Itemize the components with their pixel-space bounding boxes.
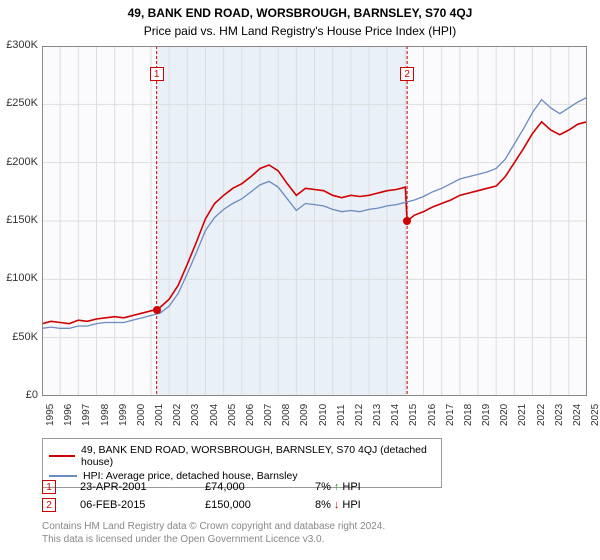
legend-label: 49, BANK END ROAD, WORSBROUGH, BARNSLEY,… [81,444,435,468]
event-marker-num: 2 [42,498,56,512]
marker-dot [153,306,161,314]
chart-container: 49, BANK END ROAD, WORSBROUGH, BARNSLEY,… [0,0,600,560]
footnote-line: Contains HM Land Registry data © Crown c… [42,520,385,533]
x-tick-label: 2001 [154,404,165,426]
x-tick-label: 2020 [499,404,510,426]
x-tick-label: 2016 [427,404,438,426]
x-tick-label: 2024 [572,404,583,426]
event-delta-label: HPI [342,499,360,511]
marker-label-box: 2 [400,67,414,81]
y-tick-label: £0 [2,389,38,401]
legend-item: 49, BANK END ROAD, WORSBROUGH, BARNSLEY,… [49,443,435,469]
x-tick-label: 2017 [445,404,456,426]
legend-swatch [49,475,77,477]
x-tick-label: 2011 [336,404,347,426]
x-tick-label: 2007 [263,404,274,426]
y-tick-label: £250K [2,97,38,109]
event-delta-label: HPI [342,481,360,493]
chart-title: 49, BANK END ROAD, WORSBROUGH, BARNSLEY,… [0,0,600,20]
x-tick-label: 1998 [100,404,111,426]
y-tick-label: £200K [2,156,38,168]
y-tick-label: £300K [2,39,38,51]
x-tick-label: 2015 [408,404,419,426]
y-tick-label: £50K [2,331,38,343]
event-date: 06-FEB-2015 [80,499,205,511]
event-delta-pct: 8% [315,499,331,511]
x-tick-label: 2012 [354,404,365,426]
chart-subtitle: Price paid vs. HM Land Registry's House … [0,20,600,38]
x-tick-label: 2010 [318,404,329,426]
x-tick-label: 1999 [118,404,129,426]
x-tick-label: 2025 [590,404,600,426]
event-price: £150,000 [205,499,315,511]
x-tick-label: 2013 [372,404,383,426]
arrow-down-icon: ↓ [334,499,340,511]
event-price: £74,000 [205,481,315,493]
x-tick-label: 2002 [172,404,183,426]
x-tick-label: 2019 [481,404,492,426]
y-tick-label: £100K [2,272,38,284]
event-marker-num: 1 [42,480,56,494]
x-tick-label: 2004 [209,404,220,426]
event-delta: 8% ↓ HPI [315,499,361,511]
x-tick-label: 1997 [81,404,92,426]
event-row: 1 23-APR-2001 £74,000 7% ↑ HPI [42,478,361,496]
x-tick-label: 2018 [463,404,474,426]
x-tick-label: 2009 [299,404,310,426]
y-tick-label: £150K [2,214,38,226]
event-delta-pct: 7% [315,481,331,493]
x-tick-label: 1995 [45,404,56,426]
chart-area [42,46,587,396]
event-date: 23-APR-2001 [80,481,205,493]
events-table: 1 23-APR-2001 £74,000 7% ↑ HPI 2 06-FEB-… [42,478,361,514]
event-row: 2 06-FEB-2015 £150,000 8% ↓ HPI [42,496,361,514]
footnote: Contains HM Land Registry data © Crown c… [42,520,385,546]
line-chart [42,46,587,396]
x-tick-label: 1996 [63,404,74,426]
x-tick-label: 2005 [227,404,238,426]
marker-label-box: 1 [150,67,164,81]
footnote-line: This data is licensed under the Open Gov… [42,533,385,546]
event-delta: 7% ↑ HPI [315,481,361,493]
x-tick-label: 2021 [517,404,528,426]
arrow-up-icon: ↑ [334,481,340,493]
x-tick-label: 2023 [554,404,565,426]
x-tick-label: 2006 [245,404,256,426]
legend-swatch [49,455,75,457]
x-tick-label: 2003 [190,404,201,426]
x-tick-label: 2014 [390,404,401,426]
x-tick-label: 2000 [136,404,147,426]
x-tick-label: 2008 [281,404,292,426]
x-tick-label: 2022 [536,404,547,426]
